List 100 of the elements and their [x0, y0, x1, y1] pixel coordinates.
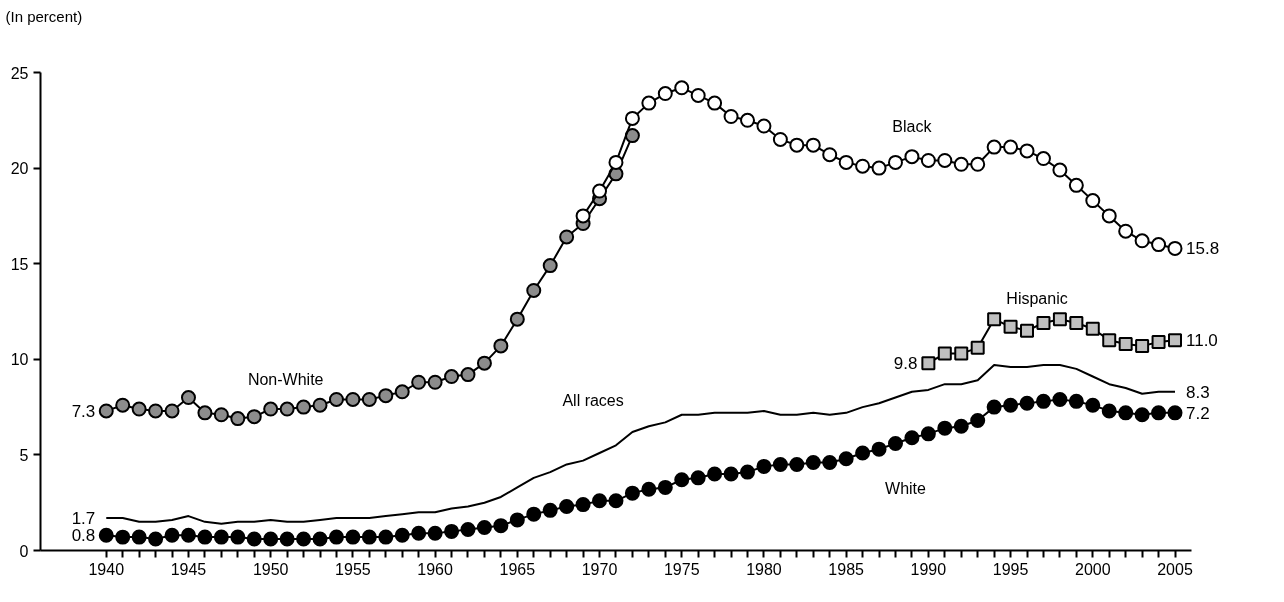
- point: [838, 154, 854, 170]
- data-label: 7.2: [1186, 403, 1210, 423]
- point: [1068, 177, 1084, 193]
- point: [1168, 333, 1182, 348]
- point: [789, 137, 805, 153]
- x-tick-label: 1955: [335, 560, 371, 578]
- point: [624, 128, 640, 144]
- point: [1085, 321, 1100, 336]
- point: [1020, 323, 1035, 338]
- point: [937, 152, 953, 168]
- y-tick-label: 25: [10, 64, 29, 82]
- point: [1134, 233, 1150, 249]
- point: [263, 401, 279, 417]
- series-label: Black: [892, 118, 933, 136]
- point: [164, 403, 180, 419]
- point: [246, 409, 262, 425]
- point: [394, 384, 410, 400]
- data-label: 0.8: [71, 526, 96, 546]
- point: [1102, 333, 1117, 348]
- x-tick-label: 1985: [828, 560, 865, 578]
- point: [690, 87, 706, 103]
- point: [526, 282, 542, 298]
- series-label: All races: [562, 392, 624, 410]
- point: [296, 399, 312, 415]
- x-tick-label: 2005: [1157, 560, 1193, 578]
- point: [887, 154, 903, 170]
- point: [608, 154, 624, 170]
- point: [559, 229, 575, 245]
- point: [822, 147, 838, 163]
- point: [148, 403, 164, 419]
- point: [312, 397, 328, 413]
- point: [1052, 162, 1068, 178]
- point: [855, 158, 871, 174]
- point: [509, 311, 525, 327]
- point: [476, 355, 492, 371]
- x-tick-label: 1970: [581, 560, 618, 578]
- point: [954, 346, 969, 361]
- y-tick-label: 20: [10, 160, 29, 178]
- point: [180, 390, 196, 406]
- point: [970, 340, 985, 355]
- point: [756, 118, 772, 134]
- point: [723, 109, 739, 124]
- x-tick-label: 1965: [499, 560, 536, 578]
- point: [1003, 139, 1019, 155]
- x-tick-label: 1980: [746, 560, 782, 578]
- y-tick-label: 5: [19, 446, 29, 464]
- point: [1036, 315, 1051, 330]
- y-tick-label: 10: [10, 351, 29, 369]
- point: [953, 156, 969, 172]
- point: [1135, 338, 1150, 353]
- point: [986, 139, 1002, 155]
- point: [1118, 337, 1133, 352]
- data-label: 1.7: [71, 509, 96, 528]
- point: [1003, 319, 1018, 334]
- point: [921, 356, 936, 371]
- point: [427, 374, 443, 390]
- point: [871, 160, 887, 176]
- data-label: 15.8: [1186, 239, 1220, 259]
- y-axis-title: (In percent): [5, 7, 83, 25]
- x-tick-label: 1960: [417, 560, 454, 578]
- point: [772, 131, 788, 147]
- x-tick-label: 1990: [910, 560, 947, 578]
- point: [1019, 143, 1035, 159]
- data-label: 7.3: [71, 401, 96, 421]
- point: [1167, 240, 1183, 256]
- x-tick-label: 1975: [663, 560, 700, 578]
- point: [115, 397, 131, 413]
- series-label: Hispanic: [1006, 290, 1068, 308]
- x-tick-label: 2000: [1074, 560, 1111, 578]
- point: [131, 401, 147, 417]
- x-tick-label: 1945: [170, 560, 207, 578]
- point: [213, 407, 229, 423]
- point: [970, 156, 986, 172]
- point: [592, 183, 608, 199]
- x-tick-label: 1995: [992, 560, 1029, 578]
- point: [1035, 151, 1051, 167]
- point: [624, 110, 640, 126]
- point: [674, 80, 690, 96]
- point: [904, 149, 920, 165]
- point: [657, 86, 673, 102]
- point: [740, 112, 756, 128]
- data-label: 11.0: [1186, 331, 1218, 351]
- point: [707, 95, 723, 111]
- point: [361, 391, 377, 407]
- point: [1052, 312, 1067, 327]
- point: [1118, 223, 1134, 239]
- data-label: 9.8: [893, 354, 918, 374]
- series-label: White: [885, 479, 927, 497]
- point: [197, 405, 213, 421]
- point: [1069, 315, 1084, 330]
- point: [920, 152, 936, 168]
- point: [328, 391, 344, 407]
- point: [230, 411, 246, 427]
- point: [987, 312, 1002, 327]
- point: [1151, 335, 1166, 350]
- point: [1101, 208, 1117, 224]
- point: [493, 338, 509, 354]
- x-tick-label: 1950: [252, 560, 289, 578]
- point: [805, 137, 821, 153]
- point: [98, 403, 114, 419]
